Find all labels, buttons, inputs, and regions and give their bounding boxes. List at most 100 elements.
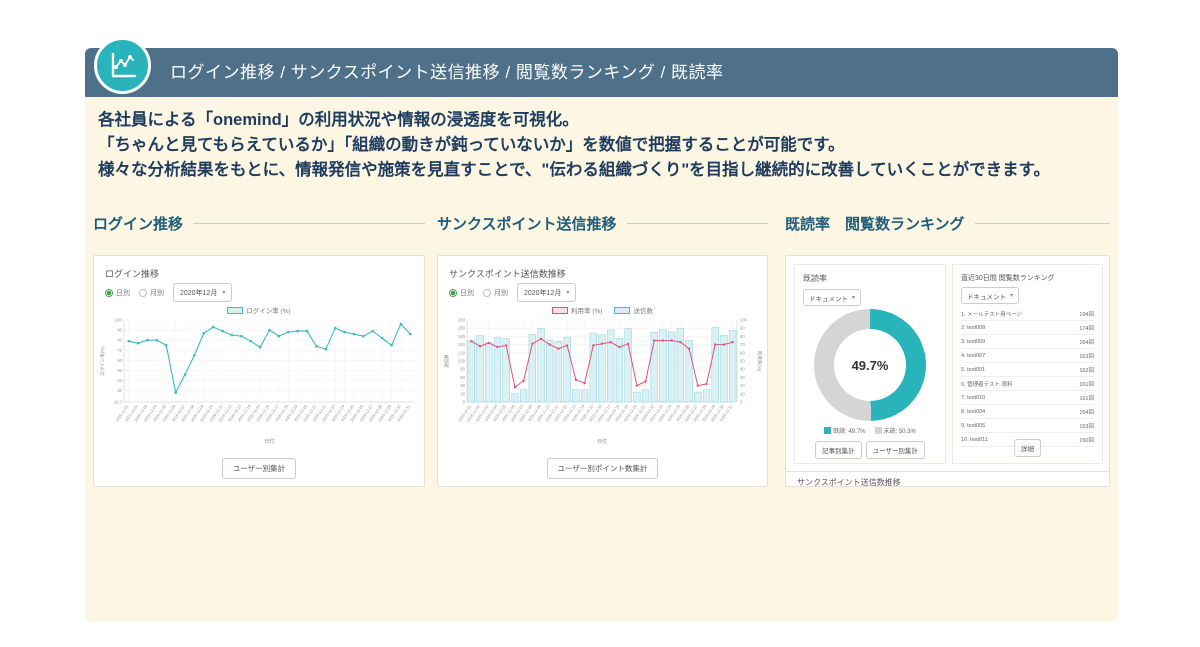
chevron-down-icon: ▾ <box>1010 293 1014 299</box>
login-month-select[interactable]: 2020年12月 ▾ <box>173 283 233 302</box>
read-legend-item: 既読: 49.7% <box>824 426 866 435</box>
thanks-rate-legend-item: 利用率 (%) <box>552 305 602 315</box>
ranking-title: 直近30日間 閲覧数ランキング <box>961 275 1055 282</box>
svg-text:日付: 日付 <box>264 438 274 445</box>
svg-text:90: 90 <box>740 326 745 331</box>
login-monthly-label: 月別 <box>150 289 164 297</box>
login-legend-label: ログイン率 (%) <box>246 308 291 315</box>
ranking-item-count: 161回 <box>1079 381 1094 388</box>
svg-text:20: 20 <box>740 383 745 388</box>
svg-text:40: 40 <box>460 383 465 388</box>
login-daily-label: 日別 <box>116 289 130 297</box>
ranking-list: 1. メールテスト用ページ 194回 2. test008 174回 3. test00… <box>961 307 1094 447</box>
thanks-rate-swatch <box>552 306 569 314</box>
ranking-item-count: 163回 <box>1079 353 1094 360</box>
thanks-month-value: 2020年12月 <box>524 289 562 297</box>
read-rate-card: 既読率 ドキュメント ▾ 49.7% 既読: 49.7% 未読: 50.3% <box>794 264 946 464</box>
thanks-bottom-section-label: サンクスポイント送信数推移 <box>797 478 901 487</box>
ranking-item-name: 10. test011 <box>961 436 988 443</box>
chevron-down-icon: ▾ <box>222 290 226 296</box>
chevron-down-icon: ▾ <box>566 290 570 296</box>
article-aggregate-button[interactable]: 記事別集計 <box>815 441 862 459</box>
svg-text:80: 80 <box>740 334 745 339</box>
thanks-button-row: ユーザー別ポイント数集計 <box>438 458 767 479</box>
ranking-item-name: 4. test007 <box>961 352 986 359</box>
login-monthly-radio[interactable]: 月別 <box>139 288 164 298</box>
ranking-row: 2. test008 174回 <box>961 321 1094 335</box>
svg-text:利用率(%): 利用率(%) <box>756 351 763 372</box>
ranking-row: 5. test001 162回 <box>961 363 1094 377</box>
ranking-item-count: 194回 <box>1079 311 1094 318</box>
ranking-item-count: 164回 <box>1079 339 1094 346</box>
ranking-row: 6. 管理者テスト 資料 161回 <box>961 377 1094 391</box>
svg-text:140: 140 <box>458 342 466 347</box>
login-line-chart: 18.7304050607080901002020-12-012020-12-0… <box>99 318 415 445</box>
ranking-item-count: 162回 <box>1079 367 1094 374</box>
ranking-item-count: 174回 <box>1079 325 1094 332</box>
login-user-aggregate-button[interactable]: ユーザー別集計 <box>221 458 297 479</box>
ranking-item-count: 150回 <box>1079 437 1094 444</box>
read-donut-center: 49.7% <box>834 329 906 401</box>
ranking-doc-select[interactable]: ドキュメント ▾ <box>961 287 1020 304</box>
section-read-ranking-label: 既読率 閲覧数ランキング <box>785 216 965 233</box>
ranking-item-count: 161回 <box>1079 395 1094 402</box>
login-panel: ログイン推移 日別 月別 2020年12月 ▾ ログイン率 (%) <box>93 255 425 487</box>
svg-text:50: 50 <box>740 359 745 364</box>
radio-selected-icon <box>105 288 113 297</box>
svg-text:100: 100 <box>115 318 123 323</box>
svg-text:20: 20 <box>460 391 465 396</box>
login-rate-swatch <box>227 306 244 314</box>
svg-text:日付: 日付 <box>597 438 607 445</box>
section-thanks: サンクスポイント送信推移 <box>437 213 768 234</box>
thanks-legend: 利用率 (%) 送信数 <box>438 305 767 315</box>
radio-unselected-icon <box>139 288 147 297</box>
svg-text:30: 30 <box>740 375 745 380</box>
svg-text:120: 120 <box>458 350 466 355</box>
read-doc-select[interactable]: ドキュメント ▾ <box>803 289 862 306</box>
login-button-row: ユーザー別集計 <box>94 458 424 479</box>
ranking-row: 1. メールテスト用ページ 194回 <box>961 307 1094 321</box>
svg-text:70: 70 <box>117 348 122 353</box>
intro-line-1: 各社員による「onemind」の利用状況や情報の浸透度を可視化。 <box>98 111 579 129</box>
intro-text: 各社員による「onemind」の利用状況や情報の浸透度を可視化。 「ちゃんと見て… <box>98 108 1050 183</box>
ranking-button-row: 詳細 <box>953 438 1102 457</box>
ranking-item-name: 7. test010 <box>961 394 986 401</box>
svg-text:ログイン率(%): ログイン率(%) <box>99 346 106 376</box>
ranking-row: 7. test010 161回 <box>961 391 1094 405</box>
svg-text:40: 40 <box>117 378 122 383</box>
section-read-ranking: 既読率 閲覧数ランキング <box>785 213 1110 234</box>
intro-line-2: 「ちゃんと見てもらえているか」「組織の動きが鈍っていないか」を数値で把握すること… <box>98 136 845 154</box>
radio-selected-icon <box>449 288 457 297</box>
svg-text:60: 60 <box>117 358 122 363</box>
read-ranking-panel: 既読率 ドキュメント ▾ 49.7% 既読: 49.7% 未読: 50.3% <box>785 255 1110 487</box>
svg-text:160: 160 <box>458 334 466 339</box>
login-daily-radio[interactable]: 日別 <box>105 288 130 298</box>
svg-text:80: 80 <box>117 338 122 343</box>
section-login: ログイン推移 <box>93 213 425 234</box>
header-bar: ログイン推移 / サンクスポイント送信推移 / 閲覧数ランキング / 既読率 <box>85 37 1118 97</box>
thanks-daily-label: 日別 <box>460 289 474 297</box>
thanks-daily-radio[interactable]: 日別 <box>449 288 474 298</box>
thanks-count-swatch <box>614 306 631 314</box>
read-buttons-row: 記事別集計 ユーザー別集計 <box>795 441 945 459</box>
svg-text:10: 10 <box>740 391 745 396</box>
thanks-monthly-radio[interactable]: 月別 <box>483 288 508 298</box>
content-card: ログイン推移 / サンクスポイント送信推移 / 閲覧数ランキング / 既読率 各… <box>85 37 1118 622</box>
thanks-controls: 日別 月別 2020年12月 ▾ <box>449 283 577 302</box>
section-login-label: ログイン推移 <box>93 216 184 233</box>
thanks-month-select[interactable]: 2020年12月 ▾ <box>517 283 577 302</box>
svg-text:100: 100 <box>740 318 748 323</box>
thanks-bar-line-chart: 0 20 40 60 80 100 120 140 160 180 200 0 10 20 30 40 50 60… <box>443 318 763 446</box>
svg-text:70: 70 <box>740 342 745 347</box>
ranking-row: 4. test007 163回 <box>961 349 1094 363</box>
ranking-detail-button[interactable]: 詳細 <box>1014 439 1041 457</box>
thanks-user-points-button[interactable]: ユーザー別ポイント数集計 <box>546 458 659 479</box>
svg-text:18.7: 18.7 <box>114 400 123 405</box>
ranking-item-count: 153回 <box>1079 423 1094 430</box>
read-doc-value: ドキュメント <box>809 295 848 303</box>
ranking-item-name: 8. test004 <box>961 408 986 415</box>
user-aggregate-button[interactable]: ユーザー別集計 <box>865 441 925 459</box>
section-divider <box>193 223 425 224</box>
ranking-item-count: 154回 <box>1079 409 1094 416</box>
